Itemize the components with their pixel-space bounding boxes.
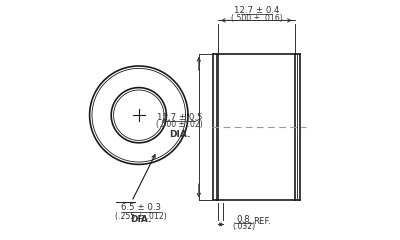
Text: 6.5 ± 0.3: 6.5 ± 0.3 <box>121 203 161 212</box>
Text: DIA.: DIA. <box>130 215 152 224</box>
Text: (.255 ± .012): (.255 ± .012) <box>115 211 167 221</box>
Text: 12.7 ± 0.5: 12.7 ± 0.5 <box>157 113 202 122</box>
Text: (.032): (.032) <box>232 222 255 231</box>
Text: DIA.: DIA. <box>169 130 190 139</box>
Text: 12.7 ± 0.4: 12.7 ± 0.4 <box>234 6 279 15</box>
Text: (.500 ± .02): (.500 ± .02) <box>156 120 203 129</box>
Text: REF.: REF. <box>253 217 270 227</box>
Text: (.500 ± .016): (.500 ± .016) <box>230 13 282 23</box>
Text: 0.8: 0.8 <box>237 215 250 224</box>
